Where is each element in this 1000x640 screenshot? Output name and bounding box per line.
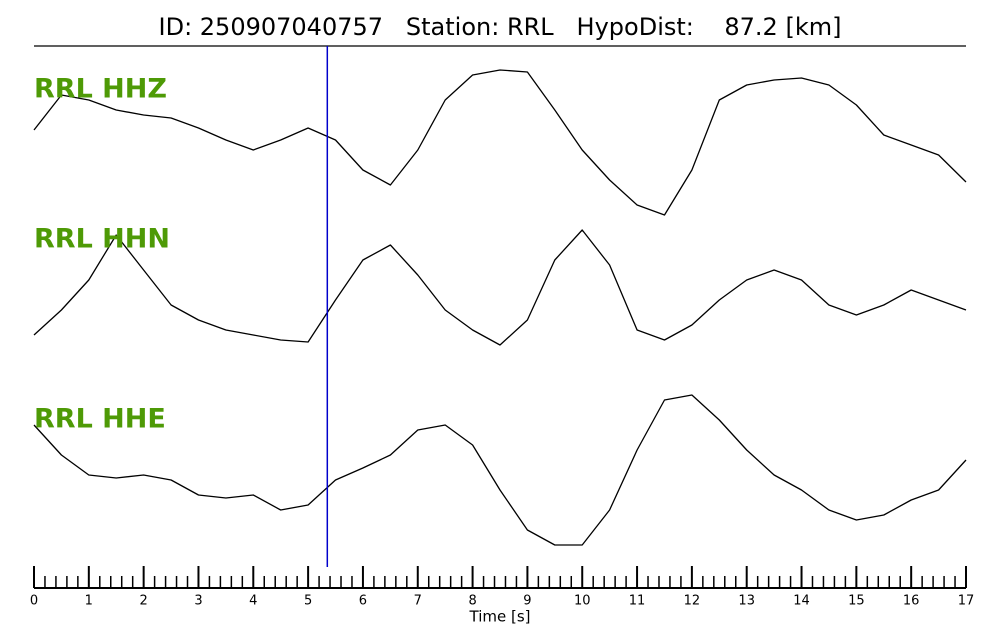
- x-tick-label: 6: [359, 594, 367, 609]
- x-tick-label: 17: [958, 594, 975, 609]
- x-tick-label: 1: [85, 594, 93, 609]
- trace-label: RRL HHZ: [34, 74, 167, 105]
- trace-label: RRL HHE: [34, 404, 166, 435]
- x-tick-label: 9: [523, 594, 531, 609]
- trace-line: [33, 229, 967, 346]
- x-tick-label: 3: [194, 594, 202, 609]
- x-tick-label: 16: [903, 594, 920, 609]
- x-tick-label: 4: [249, 594, 257, 609]
- x-tick-label: 10: [574, 594, 591, 609]
- x-tick-label: 8: [468, 594, 476, 609]
- x-tick-label: 12: [684, 594, 701, 609]
- x-tick-label: 14: [793, 594, 810, 609]
- x-tick-label: 0: [30, 594, 38, 609]
- x-tick-label: 13: [738, 594, 755, 609]
- x-tick-label: 11: [629, 594, 646, 609]
- x-tick-label: 7: [414, 594, 422, 609]
- x-tick-label: 15: [848, 594, 865, 609]
- trace-line: [33, 69, 967, 216]
- chart-title: ID: 250907040757 Station: RRL HypoDist: …: [159, 13, 842, 41]
- x-axis-label: Time [s]: [469, 608, 531, 626]
- x-tick-label: 2: [140, 594, 148, 609]
- trace-label: RRL HHN: [34, 224, 170, 255]
- x-tick-label: 5: [304, 594, 312, 609]
- trace-line: [33, 394, 967, 546]
